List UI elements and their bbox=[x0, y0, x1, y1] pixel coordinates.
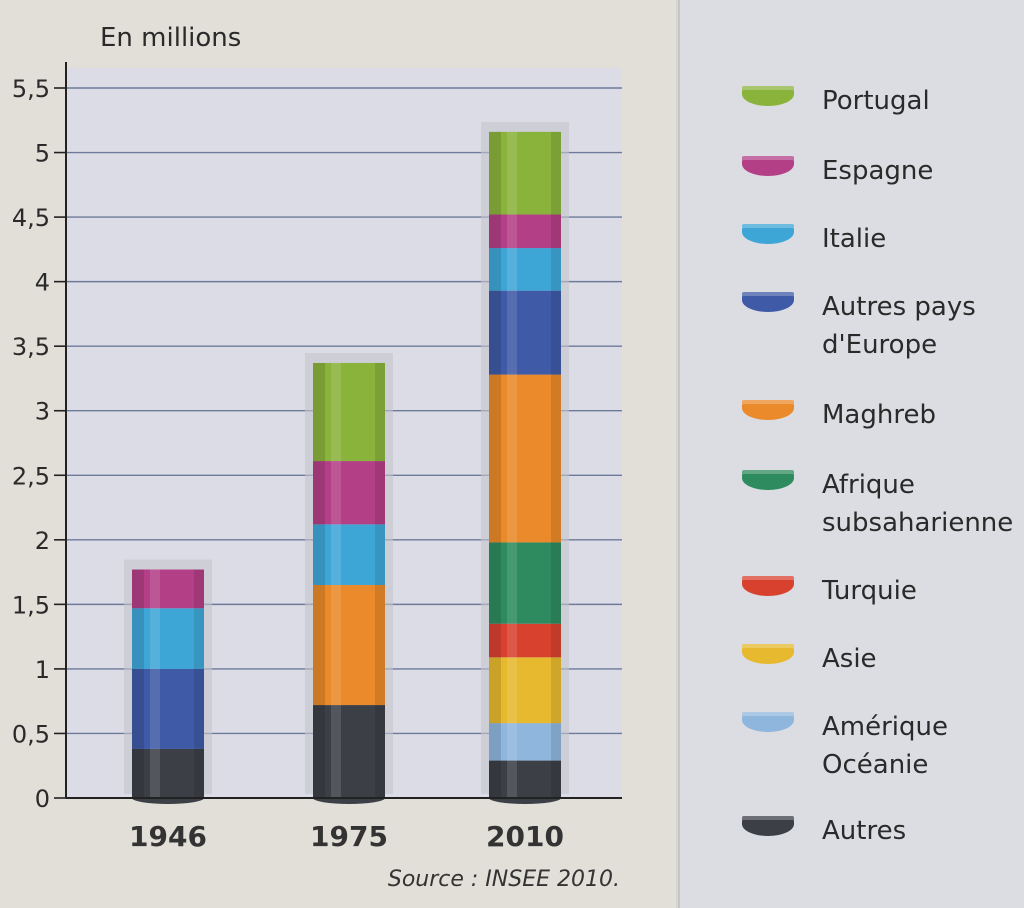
bar-segment bbox=[489, 214, 561, 249]
legend-item: Turquie bbox=[742, 572, 1024, 610]
bar-segment bbox=[313, 461, 385, 525]
bar-segment bbox=[313, 705, 385, 798]
stacked-bar-chart: En millions 0 0,5 1 1,5 2 2,5 3 3,5 4 4,5 5 5,5 194… bbox=[12, 23, 622, 892]
bar-segment bbox=[132, 608, 204, 669]
bar-highlight bbox=[331, 362, 341, 798]
bar-highlight bbox=[150, 569, 160, 798]
legend-item: Espagne bbox=[742, 152, 1024, 190]
chart-panel: En millions 0 0,5 1 1,5 2 2,5 3 3,5 4 4,5 5 5,5 194… bbox=[11, 23, 622, 892]
bar-shade-left bbox=[313, 362, 325, 798]
bar-segment bbox=[489, 290, 561, 375]
unit-label: En millions bbox=[100, 23, 241, 53]
bar-segment bbox=[489, 657, 561, 724]
legend-item: Afrique subsaharienne bbox=[742, 466, 1024, 542]
legend-label: Amérique Océanie bbox=[822, 712, 949, 780]
bar-segment bbox=[489, 623, 561, 658]
bar-shade-right bbox=[375, 362, 385, 798]
y-tick-label: 1,5 bbox=[12, 591, 50, 619]
legend-item: Italie bbox=[742, 220, 1024, 258]
bar-segment bbox=[313, 585, 385, 706]
x-axis: 1946 1975 2010 bbox=[129, 820, 564, 853]
y-tick-label: 0 bbox=[35, 785, 50, 813]
y-tick-label: 5,5 bbox=[12, 75, 50, 103]
y-tick-label: 1 bbox=[35, 656, 50, 684]
legend-label: Autres pays d'Europe bbox=[822, 292, 976, 360]
y-tick-label: 0,5 bbox=[12, 720, 50, 748]
bar-stack-1975 bbox=[305, 352, 393, 804]
bar-shade-right bbox=[194, 569, 204, 798]
bar-stack-1946 bbox=[124, 559, 212, 804]
legend-item: Autres bbox=[742, 812, 1024, 850]
legend-swatch bbox=[742, 224, 794, 244]
legend-label: Maghreb bbox=[822, 400, 936, 430]
y-tick-label: 3,5 bbox=[12, 333, 50, 361]
bar-segment bbox=[489, 248, 561, 291]
source-label: Source : INSEE 2010. bbox=[388, 867, 620, 892]
legend-item: Asie bbox=[742, 640, 1024, 678]
legend-swatch bbox=[742, 86, 794, 106]
bar-segment bbox=[132, 748, 204, 798]
legend-label: Italie bbox=[822, 224, 887, 254]
bar-segment bbox=[132, 668, 204, 749]
y-tick-label: 4,5 bbox=[12, 204, 50, 232]
bar-segment bbox=[132, 569, 204, 609]
legend-label: Espagne bbox=[822, 156, 934, 186]
legend-item: Maghreb bbox=[742, 396, 1024, 434]
legend-item: Autres pays d'Europe bbox=[742, 288, 1024, 364]
bar-segment bbox=[313, 524, 385, 585]
legend-label: Afrique subsaharienne bbox=[822, 470, 1014, 538]
legend-swatch bbox=[742, 292, 794, 312]
x-tick-label: 1946 bbox=[129, 820, 207, 853]
legend-item: Portugal bbox=[742, 82, 1024, 120]
bar-segment bbox=[313, 362, 385, 462]
legend-swatch bbox=[742, 156, 794, 176]
legend-swatch bbox=[742, 400, 794, 420]
bar-segment bbox=[489, 723, 561, 761]
bar-segment bbox=[489, 542, 561, 624]
x-tick-label: 2010 bbox=[486, 820, 564, 853]
bar-highlight bbox=[507, 131, 517, 798]
bars bbox=[124, 121, 569, 804]
bar-stack-2010 bbox=[481, 121, 569, 804]
y-tick-label: 2 bbox=[35, 527, 50, 555]
legend-swatch bbox=[742, 576, 794, 596]
legend-swatch bbox=[742, 470, 794, 490]
bar-shade-left bbox=[489, 131, 501, 798]
y-axis: 0 0,5 1 1,5 2 2,5 3 3,5 4 4,5 5 5,5 bbox=[12, 62, 622, 813]
y-tick-label: 4 bbox=[35, 269, 50, 297]
y-tick-label: 5 bbox=[35, 140, 50, 168]
bar-segment bbox=[489, 131, 561, 215]
legend-item: Amérique Océanie bbox=[742, 708, 1024, 784]
bar-shade-right bbox=[551, 131, 561, 798]
bar-segment bbox=[489, 760, 561, 798]
legend-label: Turquie bbox=[822, 576, 917, 606]
legend-label: Portugal bbox=[822, 86, 930, 116]
bar-shade-left bbox=[132, 569, 144, 798]
legend-swatch bbox=[742, 816, 794, 836]
legend-label: Asie bbox=[822, 644, 877, 674]
x-tick-label: 1975 bbox=[310, 820, 388, 853]
legend-swatch bbox=[742, 712, 794, 732]
legend: Portugal Espagne Italie Autres pays d'Europ… bbox=[678, 0, 1024, 908]
legend-swatch bbox=[742, 644, 794, 664]
legend-label: Autres bbox=[822, 816, 907, 846]
bar-segment bbox=[489, 374, 561, 543]
y-tick-label: 3 bbox=[35, 398, 50, 426]
y-tick-label: 2,5 bbox=[12, 462, 50, 490]
